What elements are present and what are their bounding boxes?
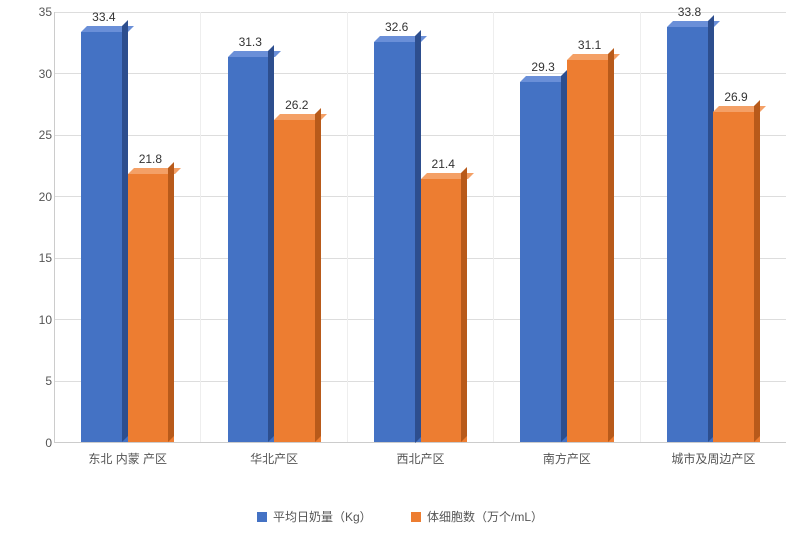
bar: 31.3 xyxy=(228,57,269,442)
x-tick-label: 华北产区 xyxy=(201,442,346,467)
bar: 29.3 xyxy=(520,82,561,442)
bar: 21.8 xyxy=(128,174,169,442)
bar: 26.9 xyxy=(713,112,754,442)
bar-group: 33.421.8东北 内蒙 产区 xyxy=(55,12,201,442)
bar-side xyxy=(315,108,321,442)
x-tick-label: 西北产区 xyxy=(348,442,493,467)
bar: 32.6 xyxy=(374,42,415,443)
bar: 33.4 xyxy=(81,32,122,442)
y-tick-label: 20 xyxy=(30,190,52,204)
bar-value-label: 29.3 xyxy=(531,60,554,74)
bar-value-label: 26.9 xyxy=(724,90,747,104)
bar-face xyxy=(81,32,128,442)
y-tick-label: 5 xyxy=(30,374,52,388)
bar-value-label: 32.6 xyxy=(385,20,408,34)
bar-face xyxy=(567,60,614,442)
bar-value-label: 31.1 xyxy=(578,38,601,52)
bar-group: 32.621.4西北产区 xyxy=(348,12,494,442)
bar-value-label: 21.4 xyxy=(432,157,455,171)
x-tick-label: 东北 内蒙 产区 xyxy=(55,442,200,467)
chart-area: 05101520253035 33.421.8东北 内蒙 产区31.326.2华… xyxy=(30,12,786,471)
y-tick-label: 35 xyxy=(30,5,52,19)
bar-group: 29.331.1南方产区 xyxy=(494,12,640,442)
bar: 31.1 xyxy=(567,60,608,442)
bar-face xyxy=(667,27,714,442)
y-tick-label: 30 xyxy=(30,67,52,81)
x-tick-label: 南方产区 xyxy=(494,442,639,467)
bar-value-label: 31.3 xyxy=(239,35,262,49)
y-tick-label: 25 xyxy=(30,128,52,142)
y-tick-label: 10 xyxy=(30,313,52,327)
bar-side xyxy=(168,162,174,442)
bar: 33.8 xyxy=(667,27,708,442)
bar-group: 33.826.9城市及周边产区 xyxy=(641,12,786,442)
legend-item: 体细胞数（万个/mL） xyxy=(411,508,543,525)
legend-swatch-icon xyxy=(257,512,267,522)
legend-label: 平均日奶量（Kg） xyxy=(273,510,372,524)
bar: 21.4 xyxy=(421,179,462,442)
bar-face xyxy=(374,42,421,443)
legend: 平均日奶量（Kg） 体细胞数（万个/mL） xyxy=(0,508,800,525)
bar-group: 31.326.2华北产区 xyxy=(201,12,347,442)
bar: 26.2 xyxy=(274,120,315,442)
bar-value-label: 21.8 xyxy=(139,152,162,166)
bar-side xyxy=(608,48,614,442)
bar-side xyxy=(461,167,467,442)
legend-item: 平均日奶量（Kg） xyxy=(257,508,372,525)
bar-value-label: 26.2 xyxy=(285,98,308,112)
bar-groups: 33.421.8东北 内蒙 产区31.326.2华北产区32.621.4西北产区… xyxy=(55,12,786,442)
y-tick-label: 15 xyxy=(30,251,52,265)
x-tick-label: 城市及周边产区 xyxy=(641,442,786,467)
bar-side xyxy=(754,100,760,442)
y-tick-label: 0 xyxy=(30,436,52,450)
bar-value-label: 33.4 xyxy=(92,10,115,24)
legend-swatch-icon xyxy=(411,512,421,522)
bar-face xyxy=(274,120,321,442)
plot-area: 33.421.8东北 内蒙 产区31.326.2华北产区32.621.4西北产区… xyxy=(54,12,786,443)
bar-value-label: 33.8 xyxy=(678,5,701,19)
legend-label: 体细胞数（万个/mL） xyxy=(427,510,543,524)
